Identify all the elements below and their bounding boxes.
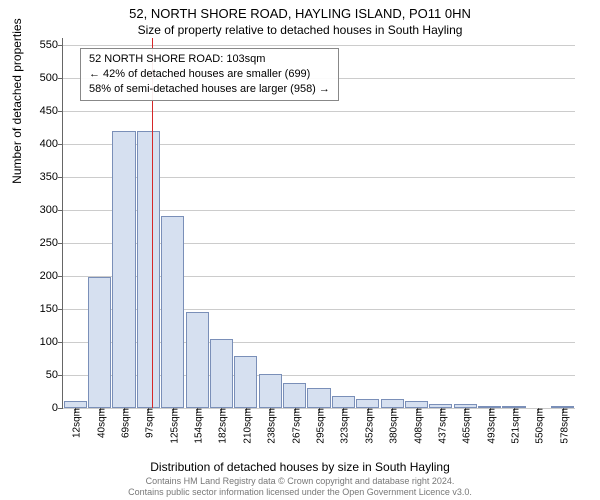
bar bbox=[64, 401, 87, 408]
ytick-label: 50 bbox=[46, 369, 63, 381]
info-line-1: 52 NORTH SHORE ROAD: 103sqm bbox=[89, 52, 330, 67]
xtick-label: 295sqm bbox=[312, 408, 327, 444]
xtick-label: 437sqm bbox=[433, 408, 448, 444]
bar bbox=[88, 277, 111, 408]
xtick-label: 69sqm bbox=[116, 408, 131, 438]
xtick-label: 210sqm bbox=[238, 408, 253, 444]
bar bbox=[259, 374, 282, 408]
info-line-2: ← 42% of detached houses are smaller (69… bbox=[89, 67, 330, 82]
xtick-label: 578sqm bbox=[555, 408, 570, 444]
footer-line-1: Contains HM Land Registry data © Crown c… bbox=[0, 476, 600, 487]
xtick-label: 154sqm bbox=[190, 408, 205, 444]
ytick-label: 350 bbox=[40, 171, 63, 183]
xtick-label: 12sqm bbox=[68, 408, 83, 438]
gridline bbox=[63, 111, 575, 112]
bar bbox=[210, 339, 233, 408]
ytick-label: 300 bbox=[40, 204, 63, 216]
ytick-label: 550 bbox=[40, 39, 63, 51]
xtick-label: 521sqm bbox=[507, 408, 522, 444]
xtick-label: 380sqm bbox=[385, 408, 400, 444]
xtick-label: 493sqm bbox=[482, 408, 497, 444]
xtick-label: 352sqm bbox=[360, 408, 375, 444]
xtick-label: 267sqm bbox=[287, 408, 302, 444]
bar bbox=[356, 399, 379, 408]
ytick-label: 0 bbox=[52, 402, 63, 414]
xtick-label: 97sqm bbox=[141, 408, 156, 438]
bar bbox=[186, 312, 209, 408]
info-box: 52 NORTH SHORE ROAD: 103sqm ← 42% of det… bbox=[80, 48, 339, 101]
y-axis-label: Number of detached properties bbox=[10, 18, 24, 183]
xtick-label: 40sqm bbox=[92, 408, 107, 438]
info-line-3: 58% of semi-detached houses are larger (… bbox=[89, 82, 330, 97]
bar bbox=[161, 216, 184, 408]
gridline bbox=[63, 45, 575, 46]
bar bbox=[283, 383, 306, 408]
chart-title: 52, NORTH SHORE ROAD, HAYLING ISLAND, PO… bbox=[0, 0, 600, 23]
bar bbox=[307, 388, 330, 408]
ytick-label: 400 bbox=[40, 138, 63, 150]
ytick-label: 450 bbox=[40, 105, 63, 117]
xtick-label: 465sqm bbox=[458, 408, 473, 444]
bar bbox=[112, 131, 135, 409]
bar bbox=[332, 396, 355, 408]
ytick-label: 500 bbox=[40, 72, 63, 84]
bar bbox=[405, 401, 428, 408]
bar bbox=[381, 399, 404, 408]
xtick-label: 323sqm bbox=[336, 408, 351, 444]
xtick-label: 550sqm bbox=[531, 408, 546, 444]
ytick-label: 150 bbox=[40, 303, 63, 315]
xtick-label: 238sqm bbox=[263, 408, 278, 444]
xtick-label: 125sqm bbox=[165, 408, 180, 444]
chart-subtitle: Size of property relative to detached ho… bbox=[0, 23, 600, 39]
footer: Contains HM Land Registry data © Crown c… bbox=[0, 476, 600, 499]
xtick-label: 408sqm bbox=[409, 408, 424, 444]
xtick-label: 182sqm bbox=[214, 408, 229, 444]
x-axis-label: Distribution of detached houses by size … bbox=[0, 460, 600, 474]
chart-container: 52, NORTH SHORE ROAD, HAYLING ISLAND, PO… bbox=[0, 0, 600, 500]
ytick-label: 250 bbox=[40, 237, 63, 249]
ytick-label: 100 bbox=[40, 336, 63, 348]
footer-line-2: Contains public sector information licen… bbox=[0, 487, 600, 498]
ytick-label: 200 bbox=[40, 270, 63, 282]
bar bbox=[234, 356, 257, 408]
bar bbox=[137, 131, 160, 409]
